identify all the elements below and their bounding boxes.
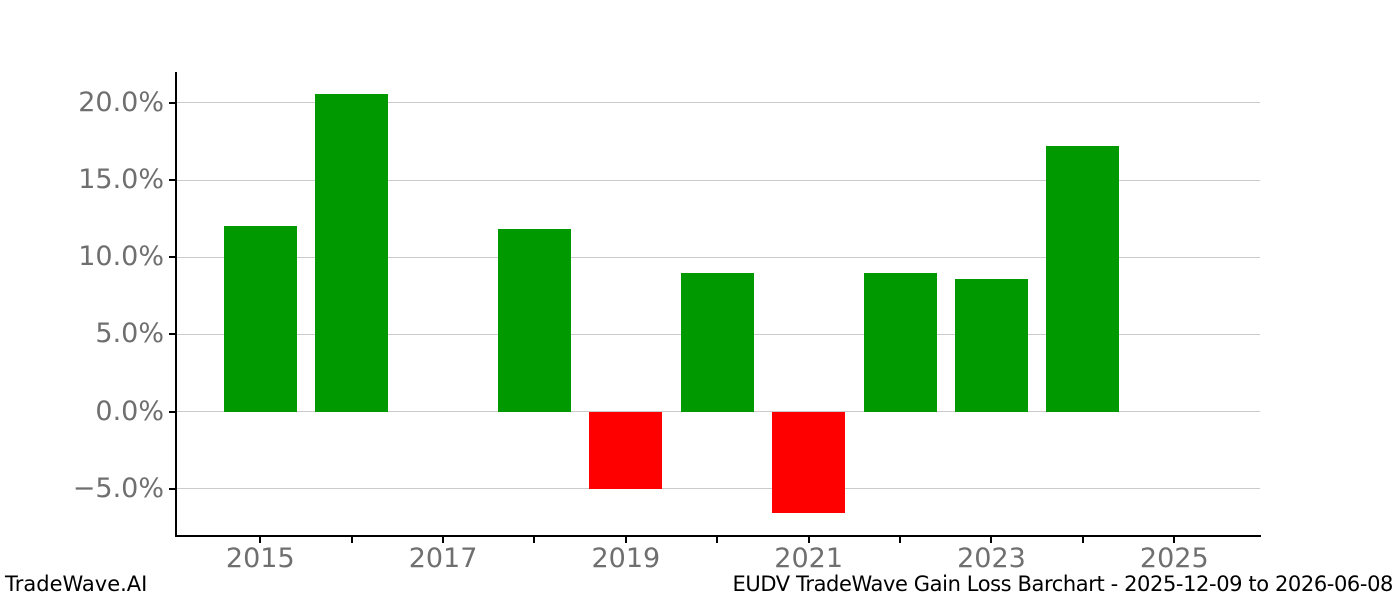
bar-2020	[680, 272, 754, 412]
chart-caption: EUDV TradeWave Gain Loss Barchart - 2025…	[732, 572, 1394, 596]
y-tick-mark	[169, 410, 176, 413]
x-axis-spine	[175, 535, 1261, 537]
x-tick-mark	[259, 537, 262, 543]
y-gridline	[176, 488, 1260, 490]
bar-2022	[863, 273, 937, 412]
x-tick-mark	[1173, 537, 1176, 543]
bar-2018	[497, 228, 571, 412]
y-tick-label: 20.0%	[78, 86, 164, 118]
x-tick-label: 2017	[408, 543, 478, 574]
bar-2019	[589, 411, 663, 489]
x-tick-mark	[350, 537, 353, 543]
x-tick-label: 2015	[225, 543, 295, 574]
y-tick-label: 10.0%	[78, 241, 164, 273]
x-tick-mark	[990, 537, 993, 543]
x-tick-mark	[442, 537, 445, 543]
y-gridline	[176, 102, 1260, 104]
y-tick-label: −5.0%	[72, 472, 164, 504]
y-tick-mark	[169, 487, 176, 490]
bar-2016	[315, 93, 389, 412]
x-tick-label: 2019	[591, 543, 661, 574]
x-tick-mark	[533, 537, 536, 543]
y-axis-spine	[175, 72, 177, 537]
x-tick-mark	[624, 537, 627, 543]
y-gridline	[176, 256, 1260, 258]
y-gridline	[176, 179, 1260, 181]
y-tick-mark	[169, 179, 176, 182]
x-tick-mark	[1081, 537, 1084, 543]
x-tick-label: 2021	[774, 543, 844, 574]
x-tick-mark	[899, 537, 902, 543]
y-tick-label: 5.0%	[95, 318, 164, 350]
x-tick-label: 2025	[1139, 543, 1209, 574]
x-tick-label: 2023	[957, 543, 1026, 574]
y-tick-label: 0.0%	[95, 395, 164, 427]
bar-2024	[1046, 146, 1120, 412]
brand-watermark: TradeWave.AI	[5, 572, 148, 596]
y-tick-mark	[169, 256, 176, 259]
bar-2023	[954, 278, 1028, 412]
y-tick-mark	[169, 333, 176, 336]
x-tick-mark	[807, 537, 810, 543]
y-tick-mark	[169, 101, 176, 104]
bar-2021	[772, 411, 846, 514]
y-tick-label: 15.0%	[78, 164, 164, 196]
x-tick-mark	[716, 537, 719, 543]
bar-2015	[223, 226, 297, 412]
y-gridline	[176, 411, 1260, 413]
